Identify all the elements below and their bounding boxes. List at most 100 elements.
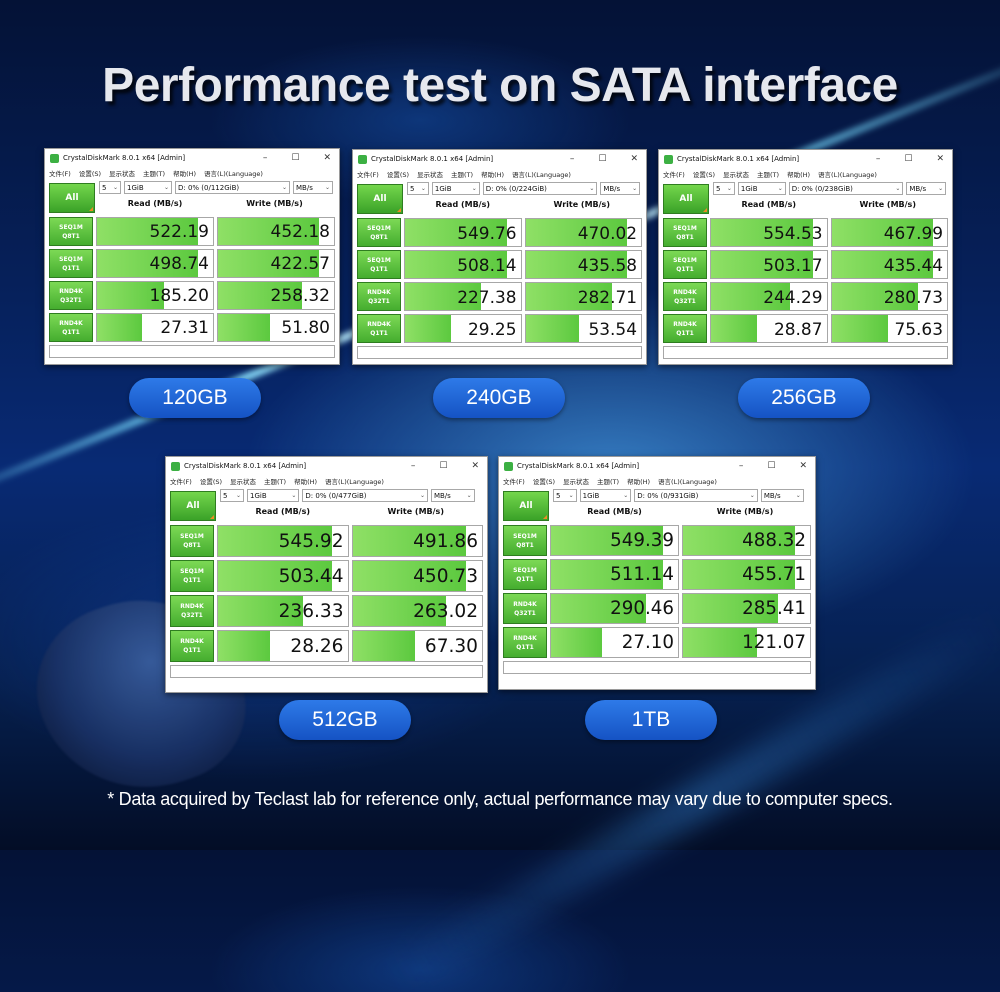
test-button[interactable]: SEQ1M Q8T1 — [663, 218, 707, 247]
test-button[interactable]: RND4K Q32T1 — [170, 595, 214, 627]
write-result-cell: 67.30 — [351, 630, 483, 662]
unit-select[interactable]: MB/s ⌄ — [293, 181, 333, 194]
run-all-button[interactable]: All — [170, 491, 216, 521]
menu-item[interactable]: 语言(L)(Language) — [204, 170, 263, 178]
count-select[interactable]: 5 ⌄ — [220, 489, 245, 502]
menu-item[interactable]: 设置(S) — [78, 170, 102, 178]
test-name: SEQ1M — [367, 256, 391, 264]
drive-select[interactable]: D: 0% (0/224GiB) ⌄ — [482, 182, 598, 195]
unit-select[interactable]: MB/s ⌄ — [760, 489, 804, 502]
size-select[interactable]: 1GiB ⌄ — [431, 182, 480, 195]
read-level-bar — [218, 526, 332, 556]
close-icon[interactable]: ✕ — [630, 154, 638, 164]
menu-item[interactable]: 设置(S) — [532, 478, 556, 486]
test-button[interactable]: SEQ1M Q1T1 — [170, 560, 214, 592]
count-select[interactable]: 5 ⌄ — [713, 182, 735, 195]
menu-item[interactable]: 帮助(H) — [294, 478, 318, 486]
menu-item[interactable]: 文件(F) — [503, 478, 525, 486]
minimize-icon[interactable]: – — [569, 154, 575, 164]
size-select[interactable]: 1GiB ⌄ — [124, 181, 172, 194]
count-select[interactable]: 5 ⌄ — [553, 489, 577, 502]
maximize-icon[interactable]: ☐ — [439, 461, 448, 471]
menu-item[interactable]: 帮助(H) — [627, 478, 651, 486]
run-all-button[interactable]: All — [503, 491, 549, 521]
drive-select[interactable]: D: 0% (0/477GiB) ⌄ — [302, 489, 428, 502]
drive-select[interactable]: D: 0% (0/112GiB) ⌄ — [175, 181, 290, 194]
test-button[interactable]: SEQ1M Q8T1 — [49, 217, 93, 246]
menu-item[interactable]: 主题(T) — [264, 478, 287, 486]
run-all-button[interactable]: All — [49, 183, 95, 213]
options: 5 ⌄ 1GiB ⌄ D: 0% (0/477GiB) ⌄ MB/s ⌄ — [220, 489, 475, 503]
menu-item[interactable]: 主题(T) — [757, 171, 780, 179]
size-select[interactable]: 1GiB ⌄ — [247, 489, 300, 502]
maximize-icon[interactable]: ☐ — [904, 154, 913, 164]
menu-item[interactable]: 语言(L)(Language) — [512, 171, 571, 179]
menu-item[interactable]: 显示状态 — [723, 171, 750, 179]
maximize-icon[interactable]: ☐ — [767, 461, 776, 471]
drive-select[interactable]: D: 0% (0/931GiB) ⌄ — [634, 489, 758, 502]
size-select[interactable]: 1GiB ⌄ — [737, 182, 786, 195]
test-button[interactable]: SEQ1M Q8T1 — [503, 525, 547, 556]
maximize-icon[interactable]: ☐ — [291, 153, 300, 163]
unit-select[interactable]: MB/s ⌄ — [430, 489, 475, 502]
status-bar — [503, 661, 811, 674]
test-button[interactable]: SEQ1M Q1T1 — [663, 250, 707, 279]
menu-item[interactable]: 显示状态 — [109, 170, 136, 178]
close-icon[interactable]: ✕ — [799, 461, 807, 471]
test-button[interactable]: SEQ1M Q1T1 — [357, 250, 401, 279]
close-icon[interactable]: ✕ — [323, 153, 331, 163]
drive-select[interactable]: D: 0% (0/238GiB) ⌄ — [788, 182, 904, 195]
maximize-icon[interactable]: ☐ — [598, 154, 607, 164]
test-button[interactable]: RND4K Q1T1 — [170, 630, 214, 662]
menu-item[interactable]: 设置(S) — [386, 171, 410, 179]
menu-item[interactable]: 显示状态 — [417, 171, 444, 179]
test-button[interactable]: RND4K Q32T1 — [357, 282, 401, 311]
menu-item[interactable]: 帮助(H) — [787, 171, 811, 179]
menu-item[interactable]: 帮助(H) — [481, 171, 505, 179]
close-icon[interactable]: ✕ — [471, 461, 479, 471]
menu-item[interactable]: 设置(S) — [692, 171, 716, 179]
run-all-button[interactable]: All — [663, 184, 709, 214]
count-select[interactable]: 5 ⌄ — [407, 182, 429, 195]
size-select[interactable]: 1GiB ⌄ — [579, 489, 632, 502]
test-button[interactable]: RND4K Q1T1 — [357, 314, 401, 343]
test-button[interactable]: RND4K Q1T1 — [49, 313, 93, 342]
menu-item[interactable]: 显示状态 — [563, 478, 590, 486]
close-icon[interactable]: ✕ — [936, 154, 944, 164]
menu-item[interactable]: 主题(T) — [143, 170, 166, 178]
menu-item[interactable]: 文件(F) — [357, 171, 379, 179]
minimize-icon[interactable]: – — [410, 461, 416, 471]
minimize-icon[interactable]: – — [875, 154, 881, 164]
test-button[interactable]: RND4K Q32T1 — [503, 593, 547, 624]
menu-item[interactable]: 语言(L)(Language) — [325, 478, 384, 486]
menu-item[interactable]: 设置(S) — [199, 478, 223, 486]
minimize-icon[interactable]: – — [262, 153, 268, 163]
test-button[interactable]: RND4K Q32T1 — [663, 282, 707, 311]
minimize-icon[interactable]: – — [738, 461, 744, 471]
menu-item[interactable]: 主题(T) — [597, 478, 620, 486]
menu-item[interactable]: 文件(F) — [170, 478, 192, 486]
test-button[interactable]: RND4K Q32T1 — [49, 281, 93, 310]
menu-item[interactable]: 语言(L)(Language) — [818, 171, 877, 179]
test-button[interactable]: RND4K Q1T1 — [503, 627, 547, 658]
test-button[interactable]: SEQ1M Q8T1 — [357, 218, 401, 247]
unit-select[interactable]: MB/s ⌄ — [600, 182, 641, 195]
run-all-button[interactable]: All — [357, 184, 403, 214]
menu-item[interactable]: 文件(F) — [49, 170, 71, 178]
read-value: 236.33 — [278, 600, 344, 622]
test-button[interactable]: SEQ1M Q1T1 — [503, 559, 547, 590]
test-button[interactable]: SEQ1M Q1T1 — [49, 249, 93, 278]
write-result-cell: 51.80 — [217, 313, 335, 342]
chevron-down-icon: ⌄ — [466, 492, 472, 499]
unit-select[interactable]: MB/s ⌄ — [906, 182, 947, 195]
count-select[interactable]: 5 ⌄ — [99, 181, 121, 194]
test-button[interactable]: SEQ1M Q8T1 — [170, 525, 214, 557]
menu-item[interactable]: 语言(L)(Language) — [658, 478, 717, 486]
menu-item[interactable]: 主题(T) — [451, 171, 474, 179]
menu-item[interactable]: 显示状态 — [230, 478, 257, 486]
menu-item[interactable]: 文件(F) — [663, 171, 685, 179]
options: 5 ⌄ 1GiB ⌄ D: 0% (0/931GiB) ⌄ MB/s ⌄ — [553, 489, 804, 503]
test-button[interactable]: RND4K Q1T1 — [663, 314, 707, 343]
window-title: CrystalDiskMark 8.0.1 x64 [Admin] — [63, 154, 186, 162]
menu-item[interactable]: 帮助(H) — [173, 170, 197, 178]
